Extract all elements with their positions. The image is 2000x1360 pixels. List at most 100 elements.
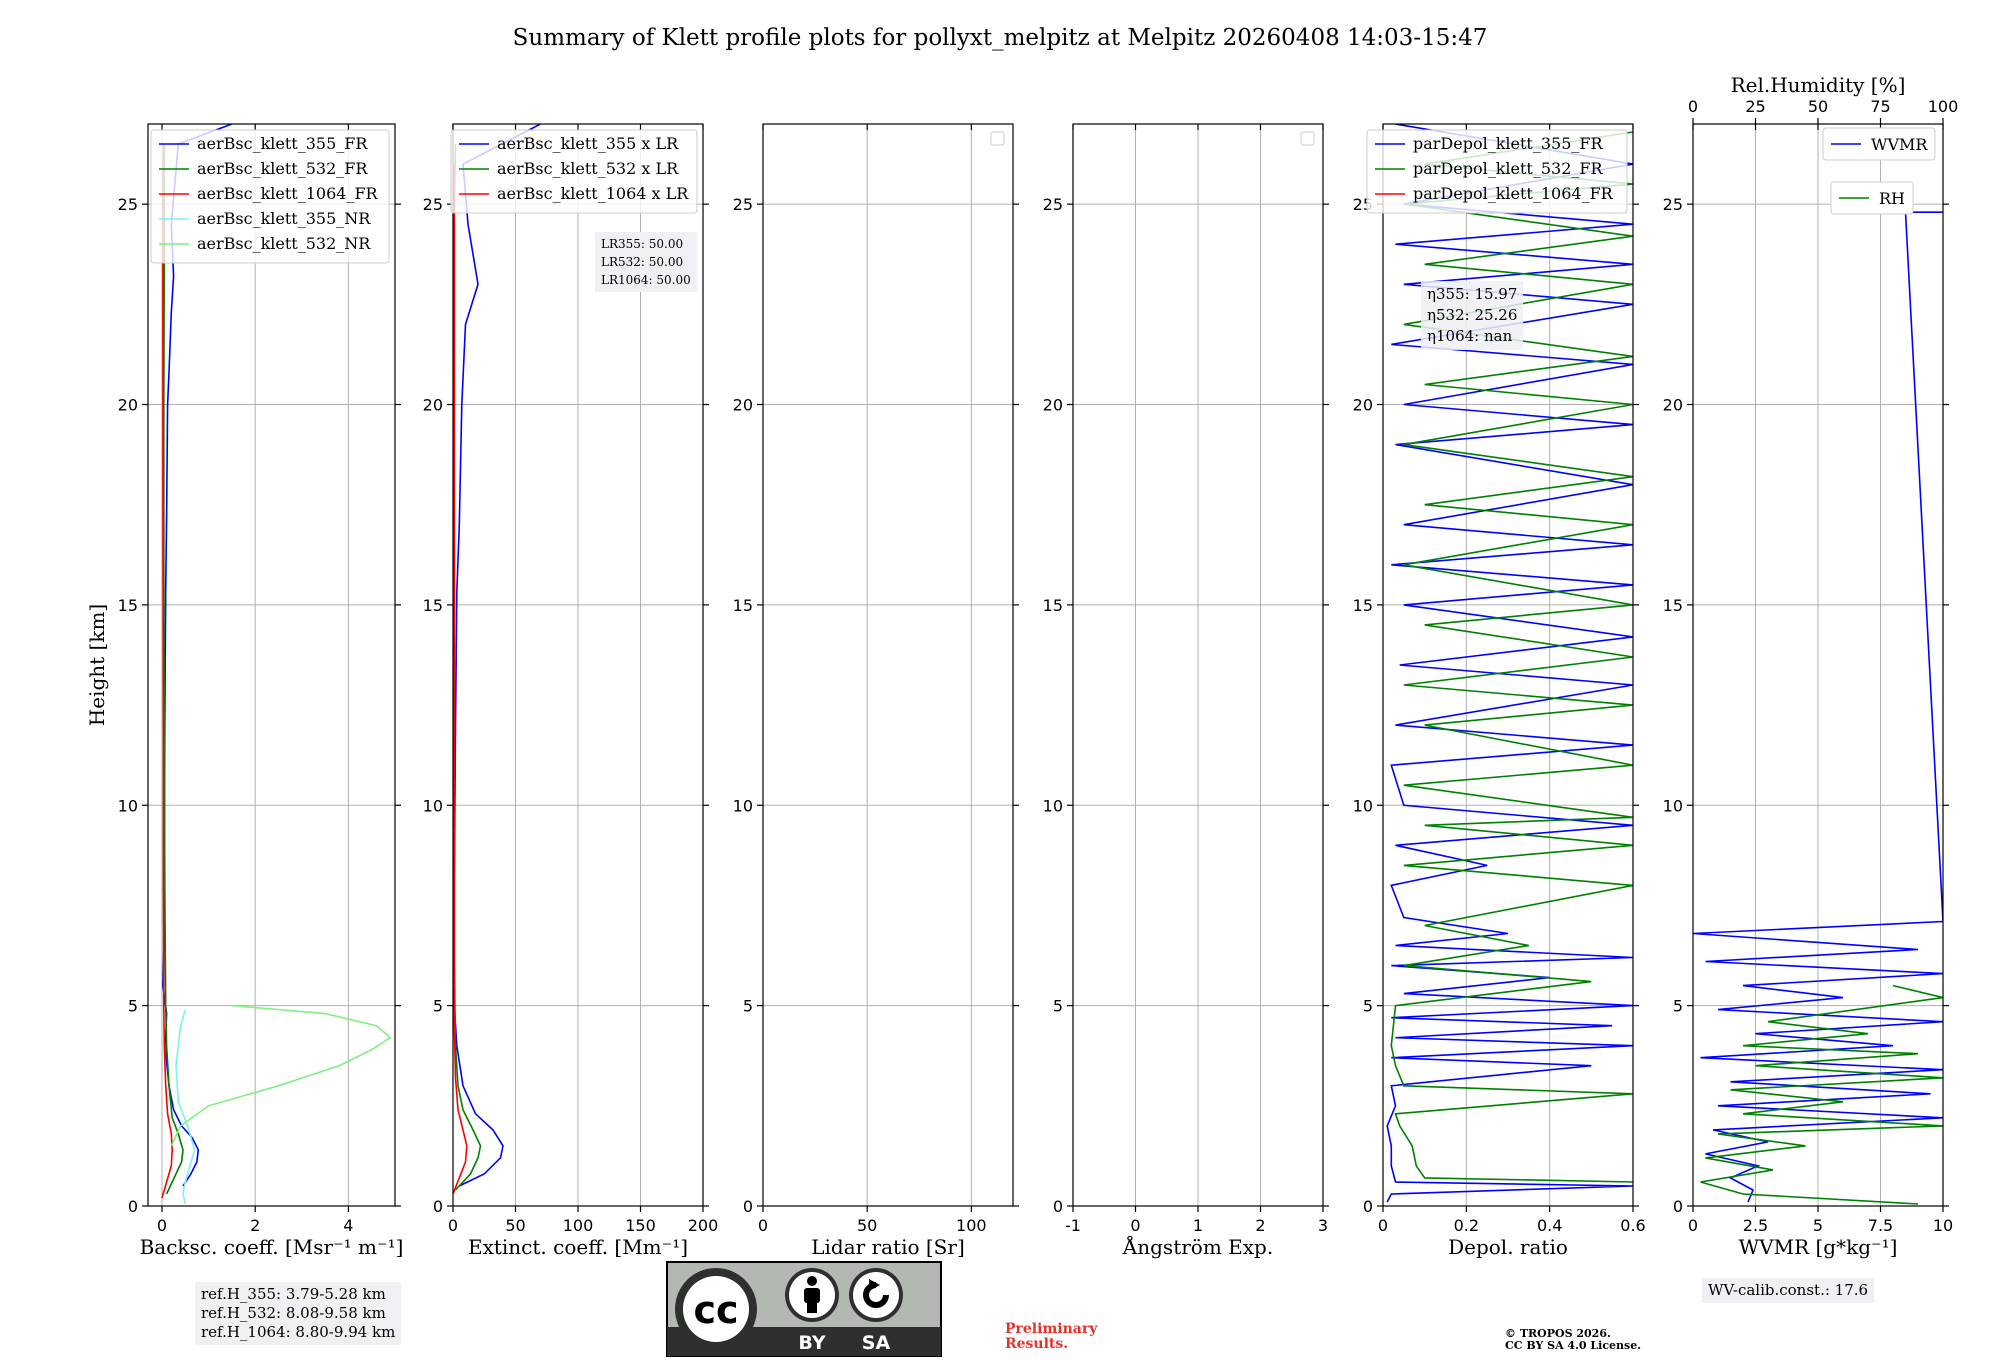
- y-tick-label: 15: [423, 596, 443, 615]
- y-tick-label: 20: [1663, 396, 1683, 415]
- y-tick-label: 25: [118, 195, 138, 214]
- axes-frame: [1382, 123, 1634, 1207]
- series-line-1: [163, 144, 184, 1195]
- legend-box: [450, 129, 698, 214]
- preliminary-line-1: Preliminary: [1005, 1321, 1098, 1337]
- x-axis-label: Depol. ratio: [1448, 1235, 1568, 1259]
- y-tick-label: 5: [1053, 997, 1063, 1016]
- series-group: [453, 124, 541, 1195]
- y-tick-label: 0: [128, 1197, 138, 1216]
- top-x-tick-label: 25: [1745, 97, 1765, 116]
- legend-label: aerBsc_klett_1064 x LR: [497, 184, 689, 203]
- x-tick-label: 0: [1688, 1216, 1698, 1235]
- series-line-1: [453, 143, 482, 1191]
- series-line-0: [1693, 211, 1943, 1203]
- x-axis-label: WVMR [g*kg⁻¹]: [1739, 1235, 1898, 1259]
- legend-label: aerBsc_klett_532 x LR: [497, 159, 679, 178]
- top-x-axis-label: Rel.Humidity [%]: [1731, 73, 1906, 97]
- x-tick-label: 200: [688, 1216, 719, 1235]
- wv-calib-box: WV-calib.const.: 17.6: [1702, 1278, 1875, 1303]
- y-tick-label: 25: [1043, 195, 1063, 214]
- legend-label: parDepol_klett_1064_FR: [1413, 184, 1614, 203]
- y-tick-label: 25: [423, 195, 443, 214]
- x-tick-label: 0.6: [1620, 1216, 1645, 1235]
- share-alike-arrow-icon: [869, 1279, 880, 1291]
- by-label: BY: [798, 1332, 825, 1354]
- y-tick-label: 25: [733, 195, 753, 214]
- legend-box: [1366, 129, 1628, 214]
- x-tick-label: 0: [1378, 1216, 1388, 1235]
- y-tick-label: 15: [1663, 596, 1683, 615]
- top-x-tick-label: 0: [1688, 97, 1698, 116]
- top-x-tick-label: 50: [1808, 97, 1828, 116]
- panel-extinction: 0 50 100 150 200 0 5 10 15 20 25 Extinct. coeff. [M…: [423, 123, 719, 1259]
- legend-label: parDepol_klett_355_FR: [1413, 134, 1604, 153]
- lr-532: LR532: 50.00: [601, 255, 684, 269]
- x-axis-label: Ångström Exp.: [1122, 1234, 1273, 1259]
- figure-title: Summary of Klett profile plots for polly…: [513, 25, 1488, 51]
- x-axis-label: Backsc. coeff. [Msr⁻¹ m⁻¹]: [140, 1235, 404, 1259]
- y-tick-label: 20: [733, 396, 753, 415]
- axes-frame: [147, 123, 396, 1207]
- axes-frame: [762, 123, 1014, 1207]
- legend-box: [1822, 127, 1936, 161]
- y-tick-label: 20: [118, 396, 138, 415]
- panel-lidar_ratio: 0 50 100 0 5 10 15 20 25 Lidar ratio [Sr]: [733, 123, 1019, 1259]
- preliminary-line-2: Results.: [1005, 1336, 1069, 1352]
- x-tick-label: 4: [343, 1216, 353, 1235]
- legend-empty-box: [1300, 131, 1315, 146]
- y-tick-label: 10: [733, 796, 753, 815]
- y-axis-label: Height [km]: [85, 604, 109, 726]
- y-tick-label: 20: [1043, 396, 1063, 415]
- series-line-0: [453, 124, 541, 1187]
- y-tick-label: 15: [118, 596, 138, 615]
- wv-calib-const: WV-calib.const.: 17.6: [1708, 1281, 1869, 1299]
- legend-label: RH: [1879, 189, 1905, 208]
- legend: [990, 131, 1005, 146]
- y-tick-label: 10: [1043, 796, 1063, 815]
- eta-1064: η1064: nan: [1427, 327, 1513, 345]
- cc-circle-inner: [683, 1276, 749, 1342]
- x-tick-label: 7.5: [1868, 1216, 1893, 1235]
- y-tick-label: 10: [118, 796, 138, 815]
- y-tick-label: 15: [1043, 596, 1063, 615]
- y-tick-label: 5: [128, 997, 138, 1016]
- x-tick-label: 2: [1255, 1216, 1265, 1235]
- legend-box: [1830, 181, 1914, 215]
- person-body-icon: [804, 1288, 820, 1303]
- top-x-tick-label: 75: [1870, 97, 1890, 116]
- eta-532: η532: 25.26: [1427, 306, 1518, 324]
- x-tick-label: 0.2: [1454, 1216, 1479, 1235]
- y-tick-label: 5: [743, 997, 753, 1016]
- legend: aerBsc_klett_355_FR aerBsc_klett_532_FRae…: [150, 129, 390, 264]
- x-tick-label: 2.5: [1743, 1216, 1768, 1235]
- x-tick-label: 0: [1130, 1216, 1140, 1235]
- legend-box: [150, 129, 390, 264]
- lr-1064: LR1064: 50.00: [601, 273, 691, 287]
- legend: [1300, 131, 1315, 146]
- cc-text: cc: [693, 1288, 738, 1332]
- series-line-2: [453, 164, 468, 1195]
- series-line-1: [1700, 984, 1943, 1205]
- lidar-ratio-box: LR355: 50.00 LR532: 50.00 LR1064: 50.00: [595, 232, 697, 292]
- ref-height-box: ref.H_355: 3.79-5.28 km ref.H_532: 8.08-…: [195, 1282, 402, 1345]
- y-tick-label: 15: [733, 596, 753, 615]
- eta-box: η355: 15.97 η532: 25.26 η1064: nan: [1421, 281, 1524, 350]
- y-tick-label: 0: [1673, 1197, 1683, 1216]
- sa-label: SA: [862, 1332, 891, 1354]
- y-tick-label: 10: [1353, 796, 1373, 815]
- x-tick-label: 0: [758, 1216, 768, 1235]
- legend: WVMR RH: [1822, 127, 1936, 215]
- series-line-0: [1386, 124, 1633, 1203]
- x-tick-label: 0: [448, 1216, 458, 1235]
- lr-355: LR355: 50.00: [601, 237, 684, 251]
- y-tick-label: 5: [1363, 997, 1373, 1016]
- copyright-line-1: © TROPOS 2026.: [1505, 1327, 1611, 1340]
- x-tick-label: 0: [157, 1216, 167, 1235]
- cc-by-sa-logo: cc BY SA: [666, 1261, 942, 1357]
- x-axis-label: Lidar ratio [Sr]: [811, 1235, 965, 1259]
- series-line-2: [161, 143, 174, 1199]
